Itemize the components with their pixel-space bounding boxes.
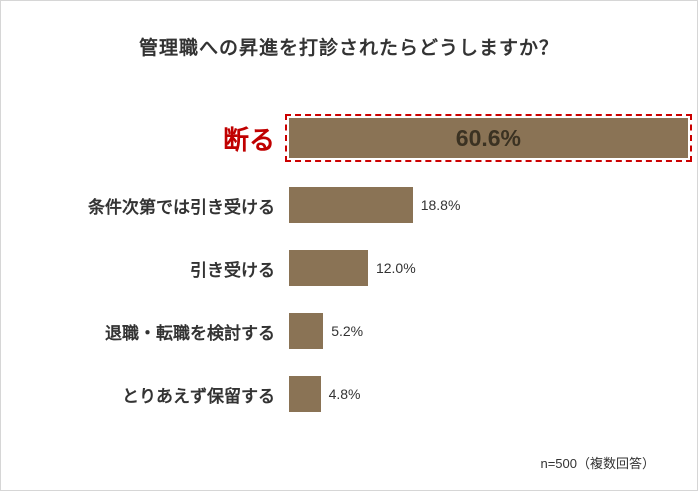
bar-area: 5.2% <box>289 311 697 351</box>
chart-title: 管理職への昇進を打診されたらどうしますか？ <box>138 38 559 59</box>
chart-row: 条件次第では引き受ける 18.8% <box>1 185 697 225</box>
bar <box>289 250 368 286</box>
bar-area: 18.8% <box>289 185 697 225</box>
chart-row: 退職・転職を検討する 5.2% <box>1 311 697 351</box>
bar <box>289 187 413 223</box>
bar-chart: 断る 60.6% 条件次第では引き受ける 18.8% 引き受ける 12.0% 退職・転職を検… <box>1 114 697 414</box>
bar <box>289 376 321 412</box>
sample-size-note: n=500（複数回答） <box>540 456 655 471</box>
bar <box>289 313 324 349</box>
bar-area: 4.8% <box>289 374 697 414</box>
category-label: 引き受ける <box>190 260 275 280</box>
bar-area: 60.6% <box>285 114 697 162</box>
chart-row: 断る 60.6% <box>1 114 697 162</box>
category-label: 条件次第では引き受ける <box>88 197 275 217</box>
value-label: 12.0% <box>375 260 416 276</box>
value-label: 4.8% <box>328 386 361 402</box>
value-label: 60.6% <box>455 124 521 151</box>
chart-row: とりあえず保留する 4.8% <box>1 374 697 414</box>
category-label: とりあえず保留する <box>122 386 275 406</box>
value-label: 18.8% <box>420 197 461 213</box>
chart-row: 引き受ける 12.0% <box>1 248 697 288</box>
bar-area: 12.0% <box>289 248 697 288</box>
bar: 60.6% <box>285 114 692 162</box>
value-label: 5.2% <box>331 323 364 339</box>
category-label: 断る <box>222 124 275 155</box>
category-label: 退職・転職を検討する <box>105 323 275 343</box>
